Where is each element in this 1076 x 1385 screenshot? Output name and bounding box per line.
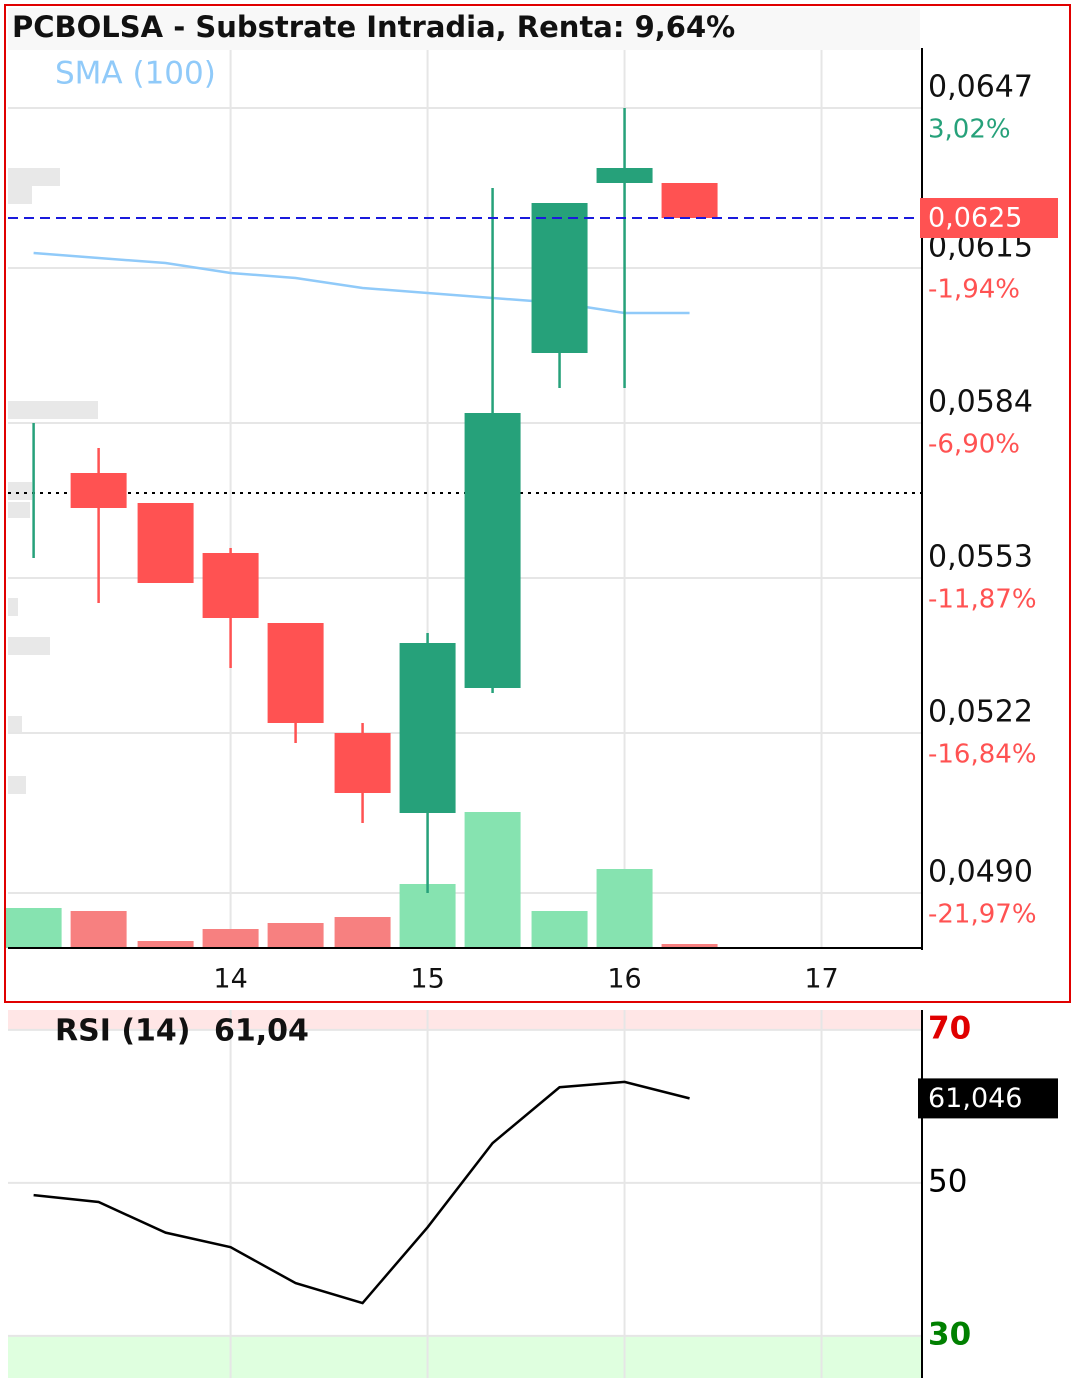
overbought-band: [8, 1010, 922, 1030]
last-price-box: [920, 198, 1058, 238]
last-value-box: [918, 1078, 1058, 1119]
x-tick-label: 14: [213, 964, 247, 995]
volume-profile: [8, 168, 98, 794]
last-value-label: 61,046: [928, 1083, 1022, 1114]
candle-body: [334, 733, 391, 793]
y-tick-change: -21,97%: [928, 900, 1037, 930]
candle-body: [267, 623, 324, 723]
y-tick-change: -1,94%: [928, 275, 1020, 305]
rsi-title: RSI (14): [55, 1014, 190, 1049]
y-tick-change: -11,87%: [928, 585, 1037, 615]
rsi-value: 61,04: [214, 1014, 309, 1049]
volume-bar: [137, 941, 194, 948]
candle-body: [137, 503, 194, 583]
rsi-line: [33, 1080, 690, 1305]
y-tick-change: -6,90%: [928, 430, 1020, 460]
candle-body: [596, 168, 653, 183]
y-tick-label: 0,0553: [928, 540, 1033, 575]
volume-bar: [202, 929, 259, 948]
volume-bar: [464, 812, 521, 948]
volume-bar: [661, 944, 718, 948]
panel-border: [4, 4, 1071, 1003]
volume-bar: [70, 911, 127, 948]
y-tick-label: 0,0522: [928, 695, 1033, 730]
x-tick-label: 15: [410, 964, 444, 995]
y-tick-change: -16,84%: [928, 740, 1037, 770]
y-tick-label: 70: [928, 1010, 971, 1046]
last-price-label: 0,0625: [928, 203, 1022, 234]
candle-body: [202, 553, 259, 618]
volume-bar: [267, 923, 324, 948]
legend-entry: SMA (100): [55, 56, 216, 92]
chart-title: PCBOLSA - Substrate Intradia, Renta: 9,6…: [12, 10, 735, 44]
volume-bar: [5, 908, 62, 948]
y-tick-label: 50: [928, 1163, 967, 1199]
candle-body: [464, 413, 521, 688]
y-tick-change: 3,02%: [928, 115, 1011, 145]
x-tick-label: 17: [804, 964, 838, 995]
candle-body: [531, 203, 588, 353]
candle-body: [661, 183, 718, 218]
y-tick-label: 0,0584: [928, 385, 1033, 420]
volume-bar: [596, 869, 653, 948]
volume-bar: [531, 911, 588, 948]
volume-bar: [334, 917, 391, 948]
volume-bar: [399, 884, 456, 948]
candle-body: [70, 473, 127, 508]
y-tick-label: 30: [928, 1316, 971, 1352]
candle-body: [399, 643, 456, 813]
title-bar: [8, 8, 920, 50]
oversold-band: [8, 1335, 922, 1378]
y-tick-label: 0,0647: [928, 70, 1033, 105]
y-tick-label: 0,0490: [928, 855, 1033, 890]
x-tick-label: 16: [607, 964, 641, 995]
